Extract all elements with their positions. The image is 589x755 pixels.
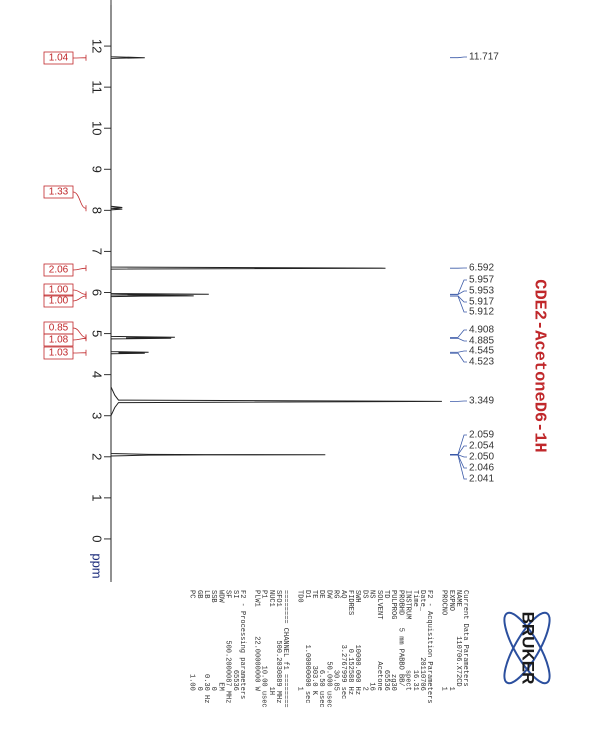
parameter-line: Date_ 20110706 <box>418 590 426 691</box>
tick-label: 4 <box>90 371 105 378</box>
parameter-line: SI 65536 <box>231 590 239 691</box>
peak-label: 4.885 <box>469 336 494 347</box>
parameter-line: TE 303.0 K <box>310 590 318 696</box>
parameter-line: SF 500.2000087 MHz <box>224 590 232 703</box>
parameter-line: SFO1 500.2030889 MHz <box>274 590 282 703</box>
parameter-line: PROCNO 1 <box>440 590 448 691</box>
peak-connector <box>450 337 467 342</box>
integral-bracket <box>72 54 87 61</box>
parameter-line: PC 1.00 <box>188 590 196 691</box>
peak-label: 4.545 <box>469 346 494 357</box>
peak-label: 4.523 <box>469 357 494 368</box>
peak-label: 5.957 <box>469 275 494 286</box>
parameter-line: RG 30.85 <box>332 590 340 691</box>
parameter-line: P1 10.00 usec <box>260 590 268 708</box>
integral-label: 1.00 <box>49 285 69 296</box>
parameter-line: INSTRUM spect <box>404 590 412 691</box>
peak-connector <box>450 56 467 59</box>
peak-connector <box>450 454 467 480</box>
tick-label: 6 <box>90 289 105 296</box>
integral-bracket <box>72 349 87 356</box>
parameter-line: DE 6.50 usec <box>317 590 325 708</box>
parameter-line: F2 - Processing parameters <box>238 590 246 699</box>
peak-connector <box>450 290 467 295</box>
logo-mark <box>503 611 551 685</box>
parameter-line: WDW EM <box>216 590 224 691</box>
integral-bracket <box>72 265 87 272</box>
peak-label: 3.349 <box>469 396 494 407</box>
peak-label: 5.917 <box>469 297 494 308</box>
integral-bracket <box>72 335 87 342</box>
parameter-line: D1 1.00000000 sec <box>303 590 311 703</box>
peak-label: 5.912 <box>469 307 494 318</box>
parameter-line: TD0 1 <box>296 590 304 691</box>
tick-label: 2 <box>90 453 105 460</box>
axis-label: ppm <box>90 553 105 578</box>
tick-label: 8 <box>90 207 105 214</box>
peak-connector <box>450 329 467 338</box>
integral-label: 1.00 <box>49 296 69 307</box>
parameter-line: TD 65536 <box>382 590 390 691</box>
logo-text: BRUKER <box>519 612 538 685</box>
integral-label: 1.03 <box>49 348 69 359</box>
parameter-line: SWH 10000.000 Hz <box>353 590 361 695</box>
tick-label: 10 <box>90 121 105 135</box>
integral-bracket <box>72 292 87 302</box>
parameter-line: PLW1 22.00000000 W <box>252 590 260 692</box>
peak-label: 6.592 <box>469 263 494 274</box>
peak-label: 2.054 <box>469 441 494 452</box>
peak-connector <box>450 295 467 313</box>
peak-label: 2.059 <box>469 430 494 441</box>
parameter-line: SOLVENT Acetone <box>375 590 383 691</box>
integral-label: 1.33 <box>49 187 69 198</box>
tick-label: 3 <box>90 412 105 419</box>
tick-label: 11 <box>90 80 105 94</box>
integral-bracket <box>72 191 87 212</box>
tick-label: 0 <box>90 535 105 542</box>
parameter-line: GB 0 <box>195 590 203 691</box>
tick-label: 7 <box>90 248 105 255</box>
parameter-line: DW 50.000 usec <box>324 590 332 708</box>
tick-label: 12 <box>90 39 105 53</box>
parameter-line: Time 16.31 <box>411 590 419 691</box>
parameter-line: PROBHD 5 mm PABBO BB/ <box>396 590 404 687</box>
integral-label: 1.08 <box>49 335 69 346</box>
peak-label: 2.050 <box>469 452 494 463</box>
tick-label: 1 <box>90 494 105 501</box>
integral-label: 0.85 <box>49 323 69 334</box>
integral-label: 1.04 <box>49 53 69 64</box>
parameter-line: SSB 0 <box>209 590 217 691</box>
peak-label: 5.953 <box>469 286 494 297</box>
parameter-line: PULPROG zg30 <box>389 590 397 691</box>
parameter-line: AQ 3.2767999 sec <box>339 590 347 699</box>
parameter-line: Current Data Parameters <box>461 590 469 687</box>
peak-label: 11.717 <box>469 52 499 63</box>
parameter-line: NS 16 <box>368 590 376 691</box>
peak-label: 2.046 <box>469 463 494 474</box>
peak-connector <box>450 350 467 353</box>
parameter-line: NAME 110706.X72CD <box>454 590 462 687</box>
chart-title: CDE2-AcetoneD6-1H <box>530 279 549 452</box>
peak-label: 4.908 <box>469 325 494 336</box>
tick-label: 9 <box>90 166 105 173</box>
tick-label: 5 <box>90 330 105 337</box>
integral-label: 2.06 <box>49 265 69 276</box>
peak-connector <box>450 352 467 363</box>
parameter-line: ======== CHANNEL f1 ======== <box>281 590 289 708</box>
parameter-line: NUC1 1H <box>267 590 275 695</box>
parameter-line: FIDRES 0.152588 Hz <box>346 590 354 695</box>
parameter-line: LB 0.30 Hz <box>202 590 210 703</box>
parameter-line: EXPNO 1 <box>447 590 455 691</box>
peak-label: 2.041 <box>469 474 494 485</box>
parameter-line: DS 2 <box>360 590 368 691</box>
spectrum-line <box>110 5 442 580</box>
parameter-line: F2 - Acquisition Parameters <box>425 590 433 703</box>
